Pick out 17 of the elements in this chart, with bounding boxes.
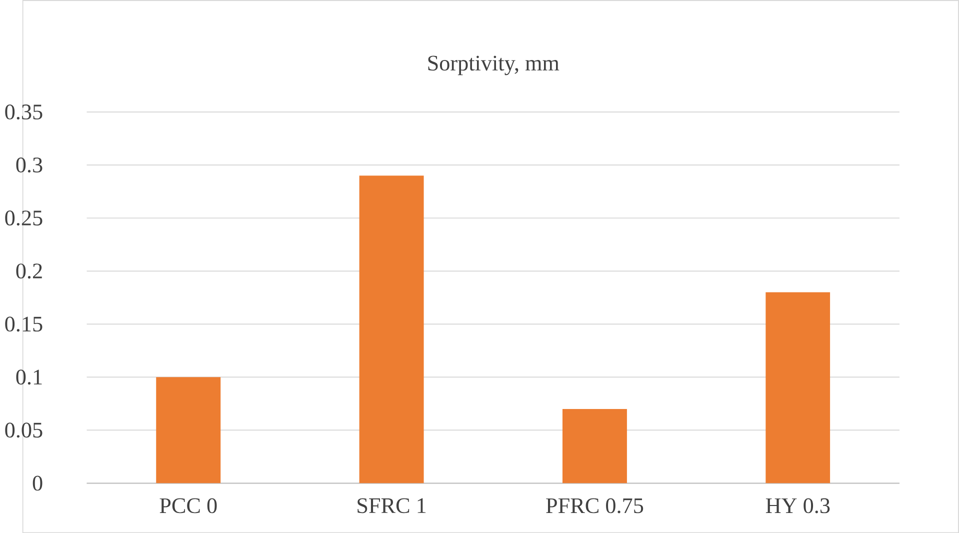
bar bbox=[359, 176, 424, 484]
y-tick-label: 0.05 bbox=[5, 422, 42, 438]
y-tick-label: 0.35 bbox=[5, 104, 42, 120]
x-tick-label: HY 0.3 bbox=[766, 498, 830, 514]
x-tick-label: SFRC 1 bbox=[358, 498, 426, 513]
bar bbox=[156, 377, 221, 484]
y-tick-label: 0.1 bbox=[16, 369, 42, 385]
y-tick-label: 0.15 bbox=[5, 316, 42, 332]
y-tick-label: 0.3 bbox=[16, 157, 42, 172]
y-tick-label: 0.25 bbox=[5, 210, 42, 226]
bar bbox=[766, 292, 830, 484]
x-tick-label: PCC 0 bbox=[160, 498, 217, 514]
bar bbox=[562, 408, 627, 484]
x-tick-label: PFRC 0.75 bbox=[546, 498, 644, 514]
chart-title: Sorptivity, mm bbox=[428, 56, 560, 76]
y-tick-label: 0 bbox=[32, 476, 42, 491]
y-tick-label: 0.2 bbox=[16, 263, 42, 278]
